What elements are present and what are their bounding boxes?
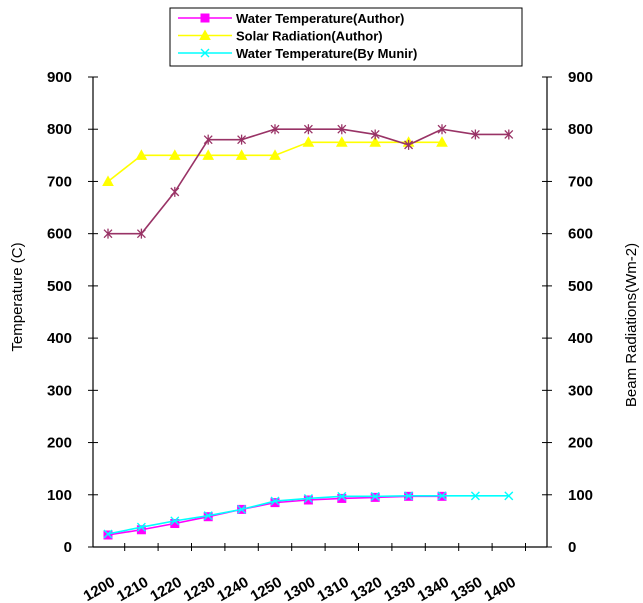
- data-point: [136, 522, 146, 532]
- x-tick-label: 1220: [147, 574, 184, 603]
- legend-label: Water Temperature(Author): [236, 11, 404, 26]
- x-tick-label: 1400: [481, 574, 518, 603]
- x-tick-label: 1310: [314, 574, 351, 603]
- data-point: [437, 491, 447, 501]
- y-tick-label-left: 600: [47, 226, 72, 243]
- data-point: [436, 136, 448, 147]
- y-tick-label-right: 200: [568, 435, 593, 452]
- data-point: [504, 129, 514, 140]
- y-tick-label-left: 900: [47, 69, 72, 86]
- series-line: [107, 141, 442, 183]
- series-group-0: [103, 491, 447, 540]
- data-point: [170, 186, 180, 197]
- legend-label: Water Temperature(By Munir): [236, 46, 417, 61]
- data-point: [103, 530, 113, 540]
- y-tick-label-right: 0: [568, 539, 576, 556]
- data-point: [303, 493, 313, 503]
- data-point: [470, 129, 480, 140]
- data-point: [270, 498, 280, 508]
- y-tick-label-right: 800: [568, 121, 593, 138]
- data-point: [370, 491, 380, 501]
- y-tick-label-left: 500: [47, 278, 72, 295]
- x-tick-label: 1210: [114, 574, 151, 603]
- y-tick-label-left: 300: [47, 382, 72, 399]
- x-tick-label: 1200: [81, 574, 118, 603]
- y-tick-label-right: 300: [568, 382, 593, 399]
- legend-marker: [200, 13, 210, 23]
- x-tick-label: 1340: [415, 574, 452, 603]
- data-point: [437, 124, 447, 135]
- data-point: [168, 149, 181, 160]
- data-point: [337, 493, 347, 503]
- data-point: [404, 139, 414, 150]
- data-point: [136, 525, 146, 535]
- data-point: [203, 511, 213, 521]
- y-tick-label-right: 400: [568, 330, 593, 347]
- data-point: [237, 134, 247, 145]
- data-point: [135, 149, 148, 160]
- data-point: [270, 496, 280, 506]
- data-point: [103, 228, 113, 239]
- x-tick-label: 1300: [281, 574, 318, 603]
- data-point: [470, 491, 480, 501]
- legend-marker: [200, 48, 210, 58]
- data-point: [235, 149, 248, 160]
- data-point: [370, 492, 380, 502]
- y-tick-label-right: 900: [568, 69, 593, 86]
- data-point: [170, 519, 180, 528]
- data-point: [202, 149, 215, 160]
- data-point: [203, 134, 213, 145]
- y-tick-label-right: 100: [568, 487, 593, 504]
- data-point: [302, 136, 315, 147]
- y-tick-label-right: 500: [568, 278, 593, 295]
- y-tick-label-right: 700: [568, 173, 593, 190]
- data-point: [369, 136, 382, 147]
- data-point: [170, 516, 180, 526]
- data-point: [337, 124, 347, 135]
- data-point: [270, 124, 280, 135]
- y-axis-title-left: Temperature (C): [9, 242, 26, 351]
- series-group-3: [103, 124, 514, 239]
- data-point: [370, 129, 380, 140]
- data-point: [337, 491, 347, 501]
- data-point: [136, 228, 146, 239]
- series-layer: [102, 124, 514, 540]
- axes: 0 0 100 100 200 200 300 300 400 400 500 500 600 600 70…: [47, 69, 593, 603]
- data-point: [404, 491, 414, 501]
- data-point: [103, 529, 113, 539]
- series-group-2: [103, 491, 514, 539]
- y-tick-label-left: 100: [47, 487, 72, 504]
- x-tick-label: 1330: [381, 574, 418, 603]
- y-tick-label-left: 800: [47, 121, 72, 138]
- series-group-1: [102, 136, 448, 186]
- legend: Water Temperature(Author) Solar Radiation…: [169, 7, 523, 67]
- legend-marker: [199, 29, 211, 40]
- data-point: [102, 175, 114, 186]
- y-axis-title-right: Beam Radiations(Wm-2): [623, 243, 640, 407]
- data-point: [303, 495, 313, 505]
- data-point: [504, 491, 514, 501]
- data-point: [335, 136, 348, 147]
- y-tick-label-left: 700: [47, 173, 72, 190]
- data-point: [237, 504, 247, 514]
- y-tick-label-left: 400: [47, 330, 72, 347]
- data-point: [269, 149, 281, 160]
- legend-label: Solar Radiation(Author): [236, 29, 383, 44]
- y-tick-label-right: 600: [568, 226, 593, 243]
- x-tick-label: 1250: [248, 574, 285, 603]
- x-tick-label: 1230: [181, 574, 218, 603]
- x-tick-label: 1320: [348, 574, 385, 603]
- x-tick-label: 1240: [214, 574, 251, 603]
- y-tick-label-left: 0: [64, 539, 72, 556]
- x-tick-label: 1350: [448, 574, 485, 603]
- data-point: [303, 124, 313, 135]
- y-tick-label-left: 200: [47, 435, 72, 452]
